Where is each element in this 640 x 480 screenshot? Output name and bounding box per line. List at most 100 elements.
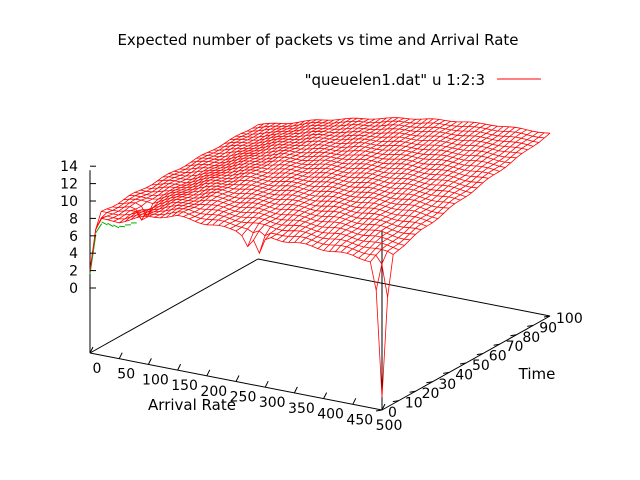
x-tick-label: 450	[346, 412, 373, 428]
surface-line-rate	[270, 119, 440, 238]
x-tick-label: 150	[171, 378, 198, 394]
z-tick-label: 4	[69, 246, 78, 262]
x-tick-label: 0	[93, 361, 102, 377]
x-tick-label: 100	[142, 372, 169, 388]
y-tick	[543, 315, 551, 318]
x-tick-label: 50	[117, 367, 135, 383]
x-tick	[323, 392, 328, 399]
surface-line-rate	[294, 121, 463, 243]
surface-line-rate	[218, 117, 387, 226]
underside-segment	[95, 223, 103, 234]
surface-line-rate	[130, 121, 300, 220]
surface-line-rate	[136, 120, 305, 218]
surface-line-rate	[259, 118, 428, 254]
z-tick-label: 0	[69, 281, 78, 297]
surface-line-rate	[247, 118, 416, 247]
surface-line-rate	[89, 124, 259, 271]
y-tick	[392, 400, 399, 403]
y-tick-label: 40	[455, 367, 473, 383]
x-tick	[206, 369, 211, 377]
y-tick	[426, 381, 433, 384]
underside-segment	[89, 234, 97, 275]
x-tick	[147, 358, 152, 365]
surface-line-rate	[364, 130, 533, 261]
surface-line-rate	[369, 131, 539, 263]
y-tick	[443, 371, 450, 374]
surface-line-rate	[194, 118, 364, 222]
surface-line-time	[257, 117, 551, 134]
surface-line-rate	[101, 122, 270, 219]
surface-line-rate	[235, 117, 405, 232]
y-tick	[527, 324, 534, 327]
surface-line-rate	[171, 119, 341, 217]
underside-segment	[107, 222, 114, 228]
surface-line-rate	[340, 126, 510, 253]
back-edge	[257, 258, 551, 317]
surface-line-rate	[183, 117, 352, 217]
surface-line-rate	[346, 126, 516, 254]
legend-label: "queuelen1.dat" u 1:2:3	[305, 71, 485, 89]
surface-line-rate	[142, 119, 311, 217]
surface-line-rate	[206, 118, 376, 226]
underside-segment	[119, 225, 126, 228]
x-tick-label: 250	[230, 390, 257, 406]
surface-line-rate	[335, 126, 504, 252]
surface-line-rate	[299, 121, 469, 244]
x-tick	[118, 352, 123, 359]
y-tick	[375, 409, 383, 412]
surface-line-rate	[381, 132, 551, 398]
y-tick	[409, 390, 416, 393]
y-axis-label: Time	[518, 365, 556, 383]
surface-line-rate	[200, 118, 370, 224]
x-tick	[381, 403, 386, 411]
surface-line-rate	[358, 129, 527, 259]
x-tick-label: 300	[259, 395, 286, 411]
y-tick-label: 30	[438, 377, 456, 393]
z-tick-label: 10	[60, 194, 78, 210]
surface-line-time	[95, 211, 388, 298]
x-tick	[89, 346, 94, 354]
z-tick-label: 2	[69, 264, 78, 280]
surface-line-rate	[276, 120, 446, 241]
y-tick-label: 90	[539, 320, 557, 336]
surface-line-rate	[154, 119, 323, 218]
z-tick-label: 6	[69, 229, 78, 245]
y-tick	[510, 334, 517, 337]
surface-underside	[89, 221, 137, 275]
surface-line-rate	[282, 120, 451, 242]
y-tick-label: 70	[506, 339, 524, 355]
x-tick-label: 500	[376, 418, 403, 434]
y-tick-label: 60	[489, 349, 507, 365]
surface-line-rate	[189, 117, 358, 220]
x-tick	[264, 380, 269, 388]
underside-segment	[113, 224, 120, 229]
y-tick-label: 100	[556, 311, 583, 327]
x-tick	[352, 398, 357, 405]
surface-line-rate	[241, 118, 410, 236]
y-tick-label: 10	[405, 396, 423, 412]
chart-title: Expected number of packets vs time and A…	[117, 31, 518, 49]
surface-line-rate	[311, 122, 481, 247]
surface-line-rate	[253, 118, 422, 241]
z-tick-label: 14	[60, 159, 78, 175]
surface-line-rate	[113, 123, 282, 222]
surface-line-rate	[107, 122, 276, 221]
y-tick	[476, 353, 483, 356]
legend: "queuelen1.dat" u 1:2:3	[305, 71, 541, 89]
x-axis: 0 50 100 150 200 250 300 350 400 450 500	[89, 346, 403, 434]
surface-line-rate	[329, 125, 498, 252]
z-tick-label: 12	[60, 177, 78, 193]
surface-line-rate	[352, 127, 522, 256]
z-tick-label: 8	[69, 211, 78, 227]
surface-line-rate	[375, 132, 545, 291]
surface-line-rate	[224, 117, 393, 227]
x-tick	[235, 375, 240, 382]
y-tick-label: 80	[522, 330, 540, 346]
y-tick	[493, 343, 500, 346]
surface-line-rate	[288, 121, 457, 243]
surface-line-rate	[323, 124, 492, 251]
left-edge	[89, 258, 259, 354]
